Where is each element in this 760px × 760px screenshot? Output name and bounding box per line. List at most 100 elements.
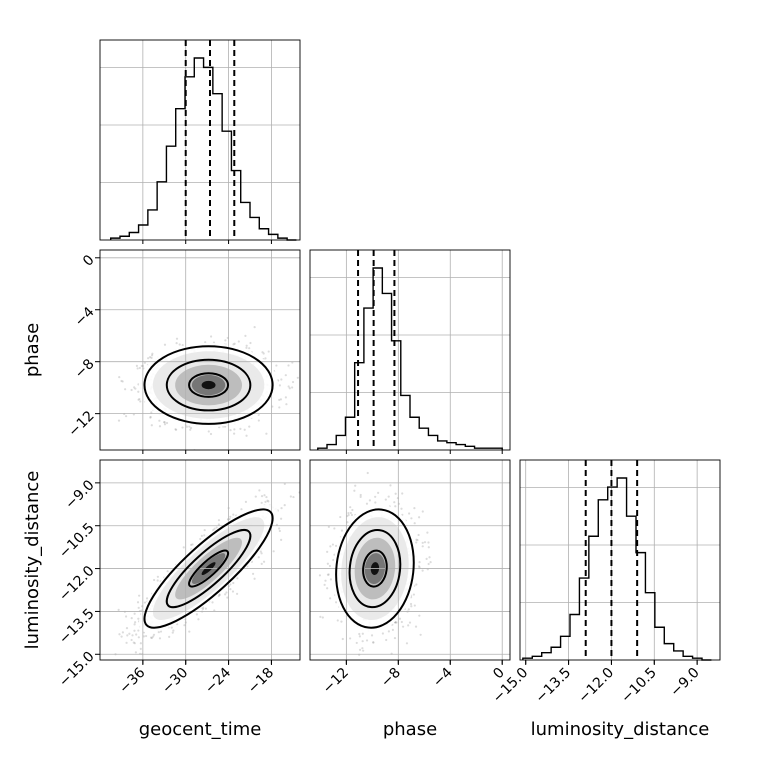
sample-point <box>185 425 189 428</box>
sample-point <box>121 380 124 383</box>
sample-point <box>172 629 175 632</box>
sample-point <box>284 374 287 377</box>
sample-point <box>265 432 268 435</box>
sample-point <box>224 339 227 342</box>
sample-point <box>257 419 260 422</box>
sample-point <box>117 608 120 611</box>
sample-point <box>121 631 124 634</box>
sample-point <box>149 415 152 419</box>
sample-point <box>138 594 141 597</box>
sample-point <box>233 432 236 435</box>
sample-point <box>279 517 283 520</box>
sample-point <box>280 538 283 541</box>
sample-point <box>156 575 159 578</box>
sample-point <box>280 378 283 381</box>
sample-point <box>107 666 109 668</box>
sample-point <box>296 376 299 379</box>
sample-point <box>130 638 133 642</box>
sample-point <box>163 423 167 426</box>
sample-point <box>144 634 148 638</box>
sample-point <box>287 364 290 367</box>
sample-point <box>266 499 269 502</box>
sample-point <box>178 343 181 346</box>
sample-point <box>157 631 160 634</box>
sample-point <box>288 387 291 390</box>
sample-point <box>204 607 207 610</box>
sample-point <box>139 642 142 645</box>
sample-point <box>199 537 202 541</box>
sample-point <box>189 428 192 431</box>
sample-point <box>130 388 133 392</box>
sample-point <box>151 635 155 638</box>
sample-point <box>163 421 166 424</box>
sample-point <box>203 534 206 537</box>
sample-point <box>95 376 97 378</box>
sample-point <box>291 386 294 389</box>
sample-point <box>148 356 152 359</box>
sample-point <box>150 424 153 427</box>
sample-point <box>133 612 136 615</box>
sample-point <box>138 366 141 370</box>
sample-point <box>284 396 287 399</box>
sample-point <box>204 341 207 344</box>
sample-point <box>257 556 260 559</box>
sample-point <box>137 636 140 639</box>
sample-point <box>209 432 213 436</box>
sample-point <box>262 560 266 563</box>
sample-point <box>174 428 177 431</box>
sample-point <box>124 388 127 391</box>
sample-point <box>207 430 210 433</box>
sample-point <box>278 398 281 401</box>
sample-point <box>275 364 278 367</box>
sample-point <box>190 543 193 546</box>
sample-point <box>163 343 167 346</box>
sample-point <box>264 357 267 360</box>
sample-point <box>279 398 283 401</box>
sample-point <box>264 500 267 503</box>
sample-point <box>131 634 134 637</box>
sample-point <box>267 500 270 503</box>
sample-point <box>147 357 150 360</box>
sample-point <box>132 641 135 644</box>
sample-point <box>218 593 221 597</box>
sample-point <box>138 397 141 401</box>
sample-point <box>153 578 156 582</box>
sample-point <box>164 455 166 457</box>
sample-point <box>120 379 123 383</box>
sample-point <box>260 552 263 555</box>
sample-point <box>150 411 153 414</box>
sample-point <box>233 428 236 431</box>
sample-point <box>229 428 232 432</box>
sample-point <box>287 385 290 388</box>
sample-point <box>120 635 123 638</box>
sample-point <box>233 342 236 345</box>
sample-point <box>236 577 239 580</box>
sample-point <box>125 641 128 644</box>
sample-point <box>280 506 283 510</box>
sample-point <box>262 352 265 355</box>
sample-point <box>133 642 136 645</box>
sample-point <box>237 340 240 343</box>
sample-point <box>151 352 154 355</box>
sample-point <box>265 495 268 499</box>
sample-point <box>134 621 137 624</box>
sample-point <box>181 343 184 347</box>
sample-point <box>289 495 292 498</box>
sample-point <box>259 550 262 553</box>
sample-point <box>143 601 147 604</box>
sample-point <box>181 426 184 429</box>
sample-point <box>260 501 263 504</box>
sample-point <box>142 635 145 638</box>
sample-point <box>175 337 179 340</box>
sample-point <box>166 570 169 573</box>
sample-point <box>197 618 200 621</box>
sample-point <box>253 577 256 580</box>
sample-point <box>135 364 139 367</box>
sample-point <box>231 590 235 593</box>
sample-point <box>171 631 174 634</box>
sample-point <box>189 426 193 430</box>
sample-point <box>226 596 229 599</box>
sample-point <box>140 364 143 368</box>
sample-point <box>248 347 251 350</box>
sample-point <box>217 523 220 526</box>
